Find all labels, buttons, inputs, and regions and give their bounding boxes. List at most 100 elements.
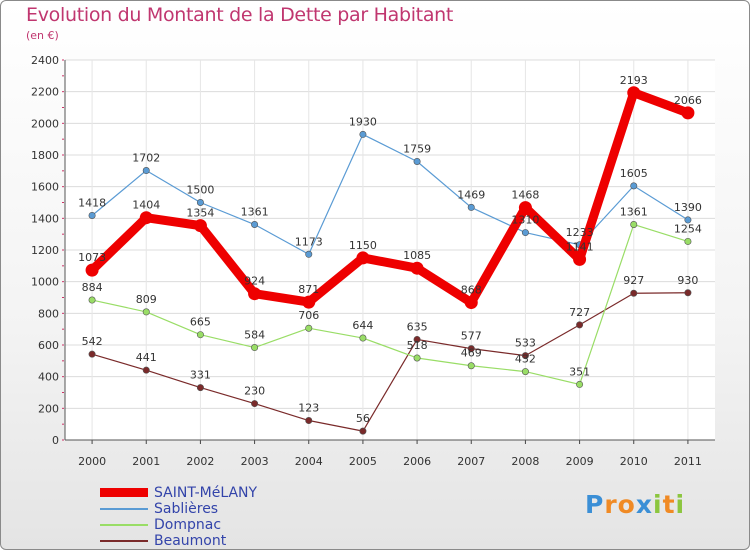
data-label-3: 542 [82, 335, 103, 348]
y-tick-label: 800 [38, 307, 59, 320]
x-tick-label: 2004 [295, 455, 323, 468]
x-tick-label: 2008 [511, 455, 539, 468]
data-label-3: 123 [298, 402, 319, 415]
data-label-3: 331 [190, 369, 211, 382]
data-point-0 [627, 86, 641, 100]
data-label-3: 230 [244, 385, 265, 398]
x-tick-label: 2003 [241, 455, 269, 468]
x-tick-label: 2010 [620, 455, 648, 468]
data-point-3 [630, 289, 638, 297]
data-point-2 [413, 354, 421, 362]
data-label-1: 1233 [566, 226, 594, 239]
data-point-3 [196, 384, 204, 392]
data-point-1 [413, 157, 421, 165]
data-label-3: 533 [515, 337, 536, 350]
data-point-1 [684, 216, 692, 224]
x-tick-label: 2011 [674, 455, 702, 468]
data-point-2 [251, 344, 259, 352]
data-label-1: 1605 [620, 167, 648, 180]
data-label-1: 1310 [511, 214, 539, 227]
y-tick-label: 1000 [31, 276, 59, 289]
data-label-1: 1390 [674, 201, 702, 214]
data-point-2 [305, 324, 313, 332]
data-point-3 [521, 352, 529, 360]
y-tick-label: 2000 [31, 117, 59, 130]
y-tick-label: 0 [52, 434, 59, 447]
data-point-2 [88, 296, 96, 304]
data-point-3 [305, 417, 313, 425]
x-tick-label: 2009 [566, 455, 594, 468]
data-label-2: 469 [461, 347, 482, 360]
data-label-1: 1418 [78, 196, 106, 209]
data-point-0 [248, 287, 262, 301]
data-point-2 [467, 362, 475, 370]
data-point-0 [573, 252, 587, 266]
data-point-2 [142, 308, 150, 316]
legend-item-dompnac: Dompnac [100, 517, 320, 533]
y-tick-label: 200 [38, 402, 59, 415]
data-point-1 [196, 199, 204, 207]
series-line-0 [87, 88, 693, 308]
data-point-2 [521, 368, 529, 376]
data-point-1 [359, 130, 367, 138]
x-tick-label: 2005 [349, 455, 377, 468]
data-point-1 [142, 167, 150, 175]
data-label-0: 1085 [403, 249, 431, 262]
data-label-3: 727 [569, 306, 590, 319]
data-point-0 [464, 296, 478, 310]
y-tick-label: 1200 [31, 244, 59, 257]
logo-letter: t [662, 490, 676, 519]
x-tick-label: 2002 [186, 455, 214, 468]
data-point-2 [576, 380, 584, 388]
y-tick-label: 600 [38, 339, 59, 352]
data-point-0 [356, 251, 370, 265]
y-tick-label: 2400 [31, 54, 59, 67]
data-label-0: 1354 [186, 207, 214, 220]
logo-letter: o [617, 490, 636, 519]
data-label-1: 1469 [457, 188, 485, 201]
data-point-0 [681, 106, 695, 120]
data-label-3: 56 [356, 412, 370, 425]
y-tick-label: 1400 [31, 212, 59, 225]
legend-swatch-saint-melany [100, 488, 148, 497]
data-label-2: 884 [82, 281, 103, 294]
legend-swatch-beaumont [100, 540, 148, 542]
data-point-0 [302, 295, 316, 309]
series-line-2 [91, 223, 689, 386]
legend-label-beaumont: Beaumont [154, 533, 227, 549]
data-point-3 [413, 335, 421, 343]
data-label-3: 927 [623, 274, 644, 287]
legend-label-saint-melany: SAINT-MéLANY [154, 485, 258, 501]
legend-swatch-sablieres [100, 508, 148, 510]
data-label-3: 635 [407, 320, 428, 333]
data-point-1 [88, 211, 96, 219]
y-tick-label: 1600 [31, 181, 59, 194]
series-line-3 [91, 292, 689, 432]
x-tick-label: 2007 [457, 455, 485, 468]
data-point-3 [359, 427, 367, 435]
data-point-0 [410, 261, 424, 275]
data-point-0 [518, 201, 532, 215]
y-tick-label: 2200 [31, 86, 59, 99]
data-label-2: 584 [244, 329, 265, 342]
data-point-3 [576, 321, 584, 329]
data-label-1: 1361 [241, 206, 269, 219]
data-label-1: 1759 [403, 142, 431, 155]
chart-unit: (en €) [26, 29, 59, 42]
data-label-0: 1141 [566, 240, 594, 253]
data-point-3 [142, 366, 150, 374]
data-label-0: 2193 [620, 74, 648, 87]
logo-letter: P [585, 490, 605, 519]
logo-letter: i [675, 490, 686, 519]
data-label-2: 1254 [674, 222, 702, 235]
data-label-0: 871 [298, 283, 319, 296]
y-tick-label: 1800 [31, 149, 59, 162]
data-label-0: 2066 [674, 94, 702, 107]
logo-letter: x [635, 490, 653, 519]
logo-letter: r [604, 490, 618, 519]
data-point-1 [251, 221, 259, 229]
data-label-2: 809 [136, 293, 157, 306]
data-label-1: 1702 [132, 152, 160, 165]
data-point-3 [684, 289, 692, 297]
